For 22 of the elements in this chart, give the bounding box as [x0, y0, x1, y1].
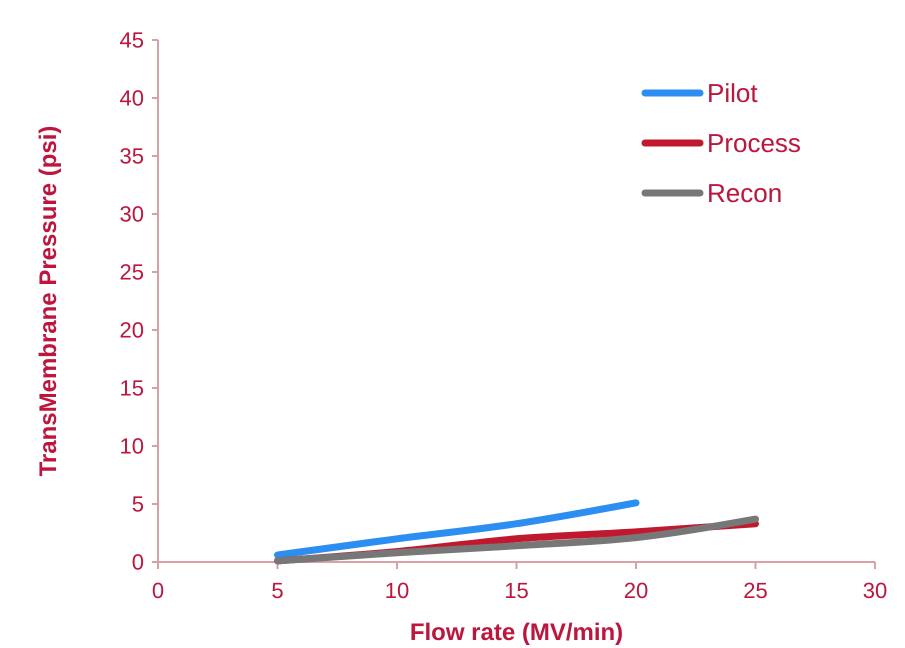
- x-tick-label: 25: [743, 578, 768, 603]
- y-tick-label: 10: [120, 434, 144, 459]
- x-axis-title: Flow rate (MV/min): [410, 619, 624, 646]
- y-tick-label: 45: [120, 28, 144, 53]
- y-tick-label: 15: [120, 376, 144, 401]
- legend-label: Recon: [707, 178, 782, 208]
- x-tick-label: 10: [384, 578, 410, 603]
- legend-label: Process: [707, 128, 801, 158]
- legend-label: Pilot: [707, 78, 758, 108]
- y-tick-label: 0: [132, 550, 144, 575]
- y-tick-label: 20: [120, 318, 144, 343]
- y-axis-title: TransMembrane Pressure (psi): [35, 126, 62, 476]
- x-tick-label: 5: [271, 578, 284, 603]
- x-tick-label: 0: [152, 578, 164, 603]
- y-tick-label: 5: [132, 492, 144, 517]
- y-tick-label: 30: [120, 202, 144, 227]
- y-tick-label: 40: [120, 86, 144, 111]
- x-tick-label: 20: [624, 578, 648, 603]
- x-tick-label: 30: [862, 578, 888, 603]
- y-tick-label: 25: [120, 260, 144, 285]
- y-tick-label: 35: [120, 144, 144, 169]
- x-tick-label: 15: [504, 578, 529, 603]
